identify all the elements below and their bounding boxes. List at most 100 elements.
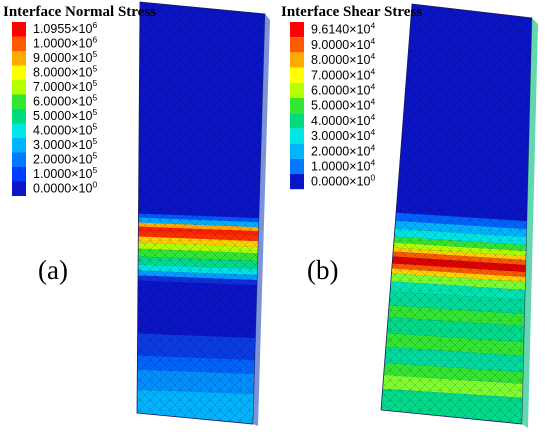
legend-swatch — [12, 181, 26, 196]
legend-exponent: 4 — [370, 112, 375, 122]
panel-a-side-face — [253, 14, 270, 426]
legend-exponent: 5 — [92, 122, 97, 132]
legend-exponent: 6 — [92, 20, 97, 30]
legend-value: 0.0000×100 — [33, 180, 97, 196]
legend-exponent: 5 — [92, 107, 97, 117]
legend-value: 4.0000×104 — [311, 112, 375, 128]
legend-value: 1.0000×106 — [33, 35, 97, 51]
legend-mantissa: 2.0000×10 — [311, 144, 370, 158]
legend-exponent: 4 — [370, 127, 375, 137]
legend-value: 5.0000×105 — [33, 107, 97, 123]
legend-exponent: 5 — [92, 165, 97, 175]
legend-value: 3.0000×104 — [311, 127, 375, 143]
legend-mantissa: 4.0000×10 — [311, 114, 370, 128]
panel-b-side-face — [522, 18, 538, 428]
legend-swatch — [290, 174, 304, 190]
legend-exponent: 4 — [370, 21, 375, 31]
legend-swatch — [12, 123, 26, 138]
legend-exponent: 5 — [92, 136, 97, 146]
legend-exponent: 4 — [370, 82, 375, 92]
legend-mantissa: 1.0000×10 — [33, 37, 92, 51]
legend-mantissa: 6.0000×10 — [311, 84, 370, 98]
legend-value: 1.0000×104 — [311, 158, 375, 174]
legend-value: 8.0000×104 — [311, 51, 375, 67]
panel-b-contour-plot — [380, 3, 538, 428]
legend-swatch — [290, 158, 304, 174]
legend-mantissa: 7.0000×10 — [33, 80, 92, 94]
legend-mantissa: 0.0000×10 — [311, 175, 370, 189]
legend-swatch — [290, 22, 304, 38]
legend-value: 7.0000×105 — [33, 78, 97, 94]
legend-swatch — [290, 113, 304, 129]
legend-swatch — [12, 80, 26, 95]
legend-exponent: 0 — [370, 173, 375, 183]
legend-swatch — [290, 98, 304, 114]
legend-mantissa: 1.0955×10 — [33, 22, 92, 36]
legend-mantissa: 2.0000×10 — [33, 153, 92, 167]
legend-swatch — [12, 167, 26, 182]
panel-b-label: (b) — [307, 255, 338, 285]
legend-mantissa: 3.0000×10 — [33, 138, 92, 152]
panel-a-title: Interface Normal Stress — [3, 4, 156, 20]
legend-swatch — [290, 52, 304, 68]
legend-swatch — [12, 109, 26, 124]
legend-exponent: 5 — [92, 93, 97, 103]
legend-swatch — [12, 51, 26, 66]
legend-value: 4.0000×105 — [33, 122, 97, 138]
legend-mantissa: 1.0000×10 — [311, 160, 370, 174]
legend-a: Interface Normal Stress 1.0955×1061.0000… — [3, 4, 156, 196]
legend-value: 2.0000×104 — [311, 142, 375, 158]
legend-exponent: 4 — [370, 66, 375, 76]
legend-mantissa: 9.0000×10 — [311, 38, 370, 52]
panel-a-contour-plot — [136, 1, 270, 426]
legend-b: Interface Shear Stress 9.6140×1049.0000×… — [281, 4, 422, 190]
legend-exponent: 5 — [92, 64, 97, 74]
legend-value: 3.0000×105 — [33, 136, 97, 152]
legend-value: 6.0000×105 — [33, 93, 97, 109]
legend-swatch — [290, 37, 304, 53]
legend-mantissa: 9.0000×10 — [33, 51, 92, 65]
legend-exponent: 0 — [92, 180, 97, 190]
legend-value: 7.0000×104 — [311, 66, 375, 82]
legend-value: 1.0955×106 — [33, 20, 97, 36]
legend-exponent: 4 — [370, 97, 375, 107]
legend-mantissa: 0.0000×10 — [33, 182, 92, 196]
legend-mantissa: 1.0000×10 — [33, 167, 92, 181]
legend-swatch — [290, 67, 304, 83]
legend-exponent: 4 — [370, 51, 375, 61]
legend-swatch — [290, 128, 304, 144]
legend-swatch — [12, 152, 26, 167]
legend-mantissa: 6.0000×10 — [33, 95, 92, 109]
legend-exponent: 5 — [92, 78, 97, 88]
legend-exponent: 4 — [370, 36, 375, 46]
legend-swatch — [12, 65, 26, 80]
legend-exponent: 6 — [92, 35, 97, 45]
legend-mantissa: 5.0000×10 — [311, 99, 370, 113]
legend-swatch — [12, 94, 26, 109]
legend-value: 8.0000×105 — [33, 64, 97, 80]
legend-mantissa: 5.0000×10 — [33, 109, 92, 123]
panel-a-label: (a) — [38, 255, 68, 285]
legend-swatch — [12, 138, 26, 153]
legend-mantissa: 3.0000×10 — [311, 129, 370, 143]
legend-swatch — [12, 36, 26, 51]
legend-exponent: 4 — [370, 158, 375, 168]
legend-mantissa: 7.0000×10 — [311, 68, 370, 82]
legend-mantissa: 8.0000×10 — [33, 66, 92, 80]
legend-mantissa: 8.0000×10 — [311, 53, 370, 67]
legend-swatch — [290, 82, 304, 98]
legend-exponent: 5 — [92, 49, 97, 59]
legend-value: 9.0000×104 — [311, 36, 375, 52]
legend-value: 9.0000×105 — [33, 49, 97, 65]
legend-value: 9.6140×104 — [311, 21, 375, 37]
legend-value: 5.0000×104 — [311, 97, 375, 113]
legend-value: 0.0000×100 — [311, 173, 375, 189]
legend-mantissa: 4.0000×10 — [33, 124, 92, 138]
legend-value: 6.0000×104 — [311, 82, 375, 98]
legend-mantissa: 9.6140×10 — [311, 23, 370, 37]
legend-swatch — [12, 22, 26, 37]
legend-exponent: 4 — [370, 142, 375, 152]
legend-exponent: 5 — [92, 151, 97, 161]
legend-value: 2.0000×105 — [33, 151, 97, 167]
